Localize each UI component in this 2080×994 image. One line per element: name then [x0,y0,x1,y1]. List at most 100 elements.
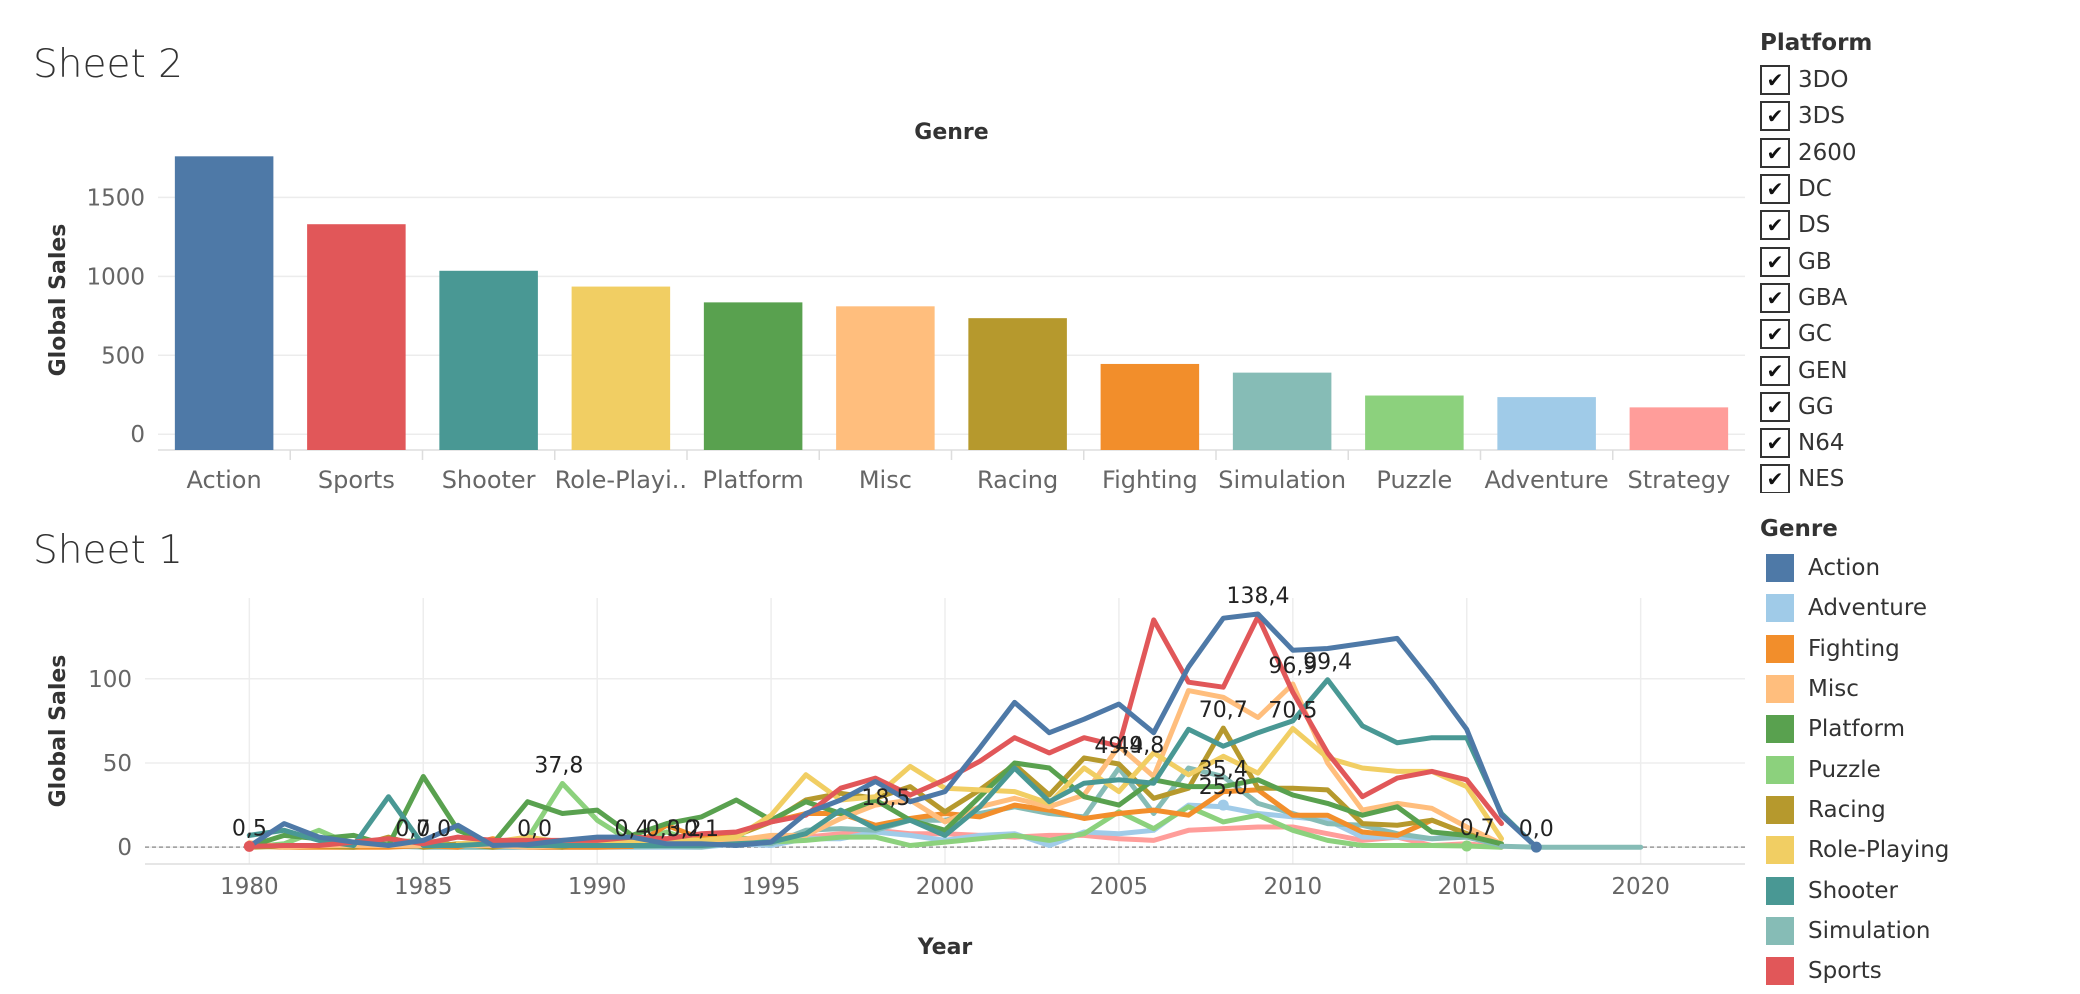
series-line[interactable] [246,611,1539,850]
platform-filter-item[interactable]: ✔ NES [1760,461,2060,493]
genre-legend-item[interactable]: Racing [1760,790,2060,830]
platform-filter-item[interactable]: ✔ GB [1760,243,2060,279]
checkbox-checked-icon[interactable]: ✔ [1760,428,1790,459]
bar-x-tick-label: Adventure [1485,466,1609,494]
bar[interactable] [1100,363,1200,450]
genre-legend-item[interactable]: Fighting [1760,629,2060,669]
genre-legend-item[interactable]: Simulation [1760,911,2060,951]
genre-legend-title: Genre [1760,516,1838,542]
genre-legend-label: Fighting [1808,635,1900,662]
year-line-chart: 0 50 100 1980 1985 1990 1995 2000 2005 2010 2015 20… [46,584,1745,960]
bar[interactable] [703,302,803,450]
legend-swatch [1766,795,1794,824]
line-y-tick-label: 100 [88,667,132,693]
legend-swatch [1766,715,1794,744]
data-label: 70,5 [1268,698,1317,723]
series-line[interactable] [246,677,1539,850]
platform-filter-item[interactable]: ✔ 3DS [1760,98,2060,134]
platform-filter-label: GC [1798,321,1832,348]
genre-legend-label: Misc [1808,676,1859,703]
series-line[interactable] [246,614,1504,849]
platform-filter-item[interactable]: ✔ DC [1760,171,2060,207]
platform-filter-label: N64 [1798,430,1845,457]
bar[interactable] [1497,397,1596,450]
platform-filter-label: DC [1798,176,1832,203]
line-x-tick-label: 1985 [394,874,453,900]
data-point-marker[interactable] [1217,799,1229,811]
platform-filter-item[interactable]: ✔ 2600 [1760,135,2060,171]
data-label: 96,9 [1268,654,1317,679]
platform-filter-item[interactable]: ✔ GC [1760,316,2060,352]
platform-filter-item[interactable]: ✔ GG [1760,389,2060,425]
series-line[interactable] [1499,843,1644,850]
bar-x-tick-label: Shooter [442,466,536,494]
bar[interactable] [1365,395,1464,450]
data-point-marker[interactable] [1530,841,1542,853]
genre-legend-item[interactable]: Puzzle [1760,749,2060,789]
data-label: 0,1 [684,817,719,842]
bar-y-axis-label: Global Sales [46,224,71,377]
platform-filter-label: 3DS [1798,103,1845,130]
platform-filter-item[interactable]: ✔ N64 [1760,425,2060,461]
series-line[interactable] [246,760,1504,849]
genre-legend-label: Simulation [1808,917,1931,944]
data-label: 35,4 [1199,758,1248,783]
checkbox-checked-icon[interactable]: ✔ [1760,355,1790,386]
bar[interactable] [439,270,538,450]
data-label: 0,4 [614,817,649,842]
line-x-tick-label: 2010 [1264,874,1323,900]
bar-y-tick-label: 0 [130,422,145,448]
checkbox-checked-icon[interactable]: ✔ [1760,246,1790,277]
bar-y-tick-label: 1500 [86,185,145,211]
data-label: 0,0 [1519,817,1554,842]
bar-x-tick-label: Platform [703,466,804,494]
line-y-tick-label: 0 [117,835,132,861]
data-label: 0,0 [395,817,430,842]
bar[interactable] [571,286,671,450]
series-line[interactable] [455,726,1504,847]
platform-filter-item[interactable]: ✔ GBA [1760,280,2060,316]
checkbox-checked-icon[interactable]: ✔ [1760,319,1790,350]
checkbox-checked-icon[interactable]: ✔ [1760,210,1790,241]
line-x-tick-label: 2020 [1611,874,1670,900]
checkbox-checked-icon[interactable]: ✔ [1760,391,1790,422]
platform-filter-label: GEN [1798,357,1848,384]
bar[interactable] [174,156,274,450]
data-label: 0,3 [646,817,681,842]
genre-legend-item[interactable]: Platform [1760,709,2060,749]
line-x-tick-label: 1990 [568,874,627,900]
checkbox-checked-icon[interactable]: ✔ [1760,464,1790,493]
checkbox-checked-icon[interactable]: ✔ [1760,174,1790,205]
data-label: 0,5 [232,816,267,841]
platform-filter-label: 3DO [1798,67,1849,94]
bar[interactable] [1629,407,1729,450]
platform-filter-label: 2600 [1798,139,1857,166]
checkbox-checked-icon[interactable]: ✔ [1760,137,1790,168]
bar[interactable] [1232,372,1332,450]
bar[interactable] [836,306,935,450]
bar[interactable] [968,318,1067,450]
data-label: 99,4 [1303,650,1352,675]
genre-legend-item[interactable]: Action [1760,548,2060,588]
platform-filter-item[interactable]: ✔ DS [1760,207,2060,243]
platform-filter-item[interactable]: ✔ 3DO [1760,62,2060,98]
bar[interactable] [307,224,406,450]
line-y-axis-label: Global Sales [46,655,71,808]
genre-legend-item[interactable]: Misc [1760,669,2060,709]
data-point-marker[interactable] [1461,840,1473,852]
checkbox-checked-icon[interactable]: ✔ [1760,101,1790,132]
genre-legend-item[interactable]: Role-Playing [1760,830,2060,870]
genre-legend-item[interactable]: Sports [1760,951,2060,986]
checkbox-checked-icon[interactable]: ✔ [1760,282,1790,313]
genre-legend-label: Role-Playing [1808,837,1950,864]
legend-swatch [1766,755,1794,784]
genre-legend-label: Racing [1808,796,1886,823]
bar-x-tick-label: Simulation [1218,466,1346,494]
data-point-marker[interactable] [243,840,255,852]
genre-legend-item[interactable]: Shooter [1760,870,2060,910]
platform-filter-item[interactable]: ✔ GEN [1760,352,2060,388]
genre-legend-item[interactable]: Adventure [1760,588,2060,628]
bar-y-tick-label: 500 [101,343,145,369]
legend-swatch [1766,957,1794,986]
checkbox-checked-icon[interactable]: ✔ [1760,65,1790,96]
